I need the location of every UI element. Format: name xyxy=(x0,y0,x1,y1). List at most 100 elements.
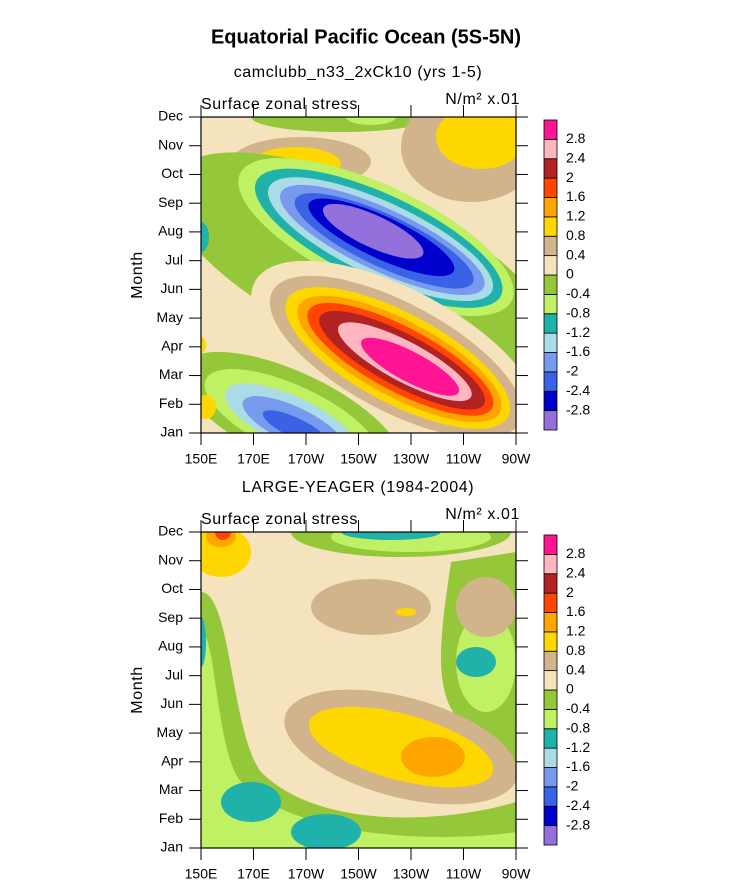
x-tick-label: 90W xyxy=(502,866,532,882)
colorbar-box xyxy=(543,650,558,672)
contour-region xyxy=(201,222,209,252)
x-tick-label: 90W xyxy=(502,451,532,467)
colorbar-box xyxy=(543,410,558,431)
contour-region xyxy=(221,782,281,822)
y-tick-label: Jan xyxy=(160,839,183,855)
x-tick-label: 110W xyxy=(446,451,482,467)
contour-region xyxy=(361,337,460,396)
colorbar-label: -2.4 xyxy=(566,382,590,398)
colorbar-box xyxy=(543,825,558,846)
y-tick-label: Feb xyxy=(159,810,183,826)
colorbar-box xyxy=(543,553,558,575)
contour-region xyxy=(201,632,516,848)
colorbar-label: 2 xyxy=(566,169,574,185)
colorbar-label: -0.8 xyxy=(566,719,590,735)
colorbar-box xyxy=(543,371,558,392)
contour-region xyxy=(396,608,416,616)
colorbar-box xyxy=(543,352,558,373)
y-tick-label: Oct xyxy=(161,165,183,181)
x-tick-label: 150W xyxy=(340,866,377,882)
y-tick-label: Aug xyxy=(158,223,183,239)
contour-region xyxy=(201,337,206,353)
colorbar-box xyxy=(543,177,558,198)
colorbar-box xyxy=(543,534,558,555)
x-tick-label: 150W xyxy=(340,451,377,467)
colorbar-box xyxy=(543,592,558,613)
colorbar-box xyxy=(543,670,558,691)
colorbar-label: -0.4 xyxy=(566,700,590,716)
colorbar-box xyxy=(543,689,558,710)
colorbar-label: 0.4 xyxy=(566,661,586,677)
colorbar-box xyxy=(543,255,558,276)
colorbar-box xyxy=(543,332,558,353)
contour-region xyxy=(436,117,516,169)
x-tick-label: 170E xyxy=(237,451,270,467)
colorbar-label: 1.6 xyxy=(566,603,586,619)
colorbar-box xyxy=(543,293,558,315)
contour-region xyxy=(215,532,231,540)
left-label: Surface zonal stress xyxy=(201,511,358,528)
colorbar-box xyxy=(543,216,558,237)
colorbar-label: -1.6 xyxy=(566,758,590,774)
colorbar-label: 0.8 xyxy=(566,227,586,243)
colorbar-label: -0.8 xyxy=(566,304,590,320)
contour-region xyxy=(262,410,327,433)
colorbar-label: 0.4 xyxy=(566,246,586,262)
x-tick-label: 170E xyxy=(237,866,270,882)
colorbar-box xyxy=(543,805,558,827)
y-tick-label: Sep xyxy=(158,194,183,210)
colorbar-box xyxy=(543,197,558,218)
colorbar-label: 2.4 xyxy=(566,564,586,580)
y-tick-label: Jul xyxy=(165,251,183,267)
y-tick-label: Mar xyxy=(159,781,183,797)
colorbar-box xyxy=(543,138,558,160)
colorbar-box xyxy=(543,158,558,179)
colorbar-box xyxy=(543,728,558,749)
contour-region xyxy=(401,737,465,777)
y-axis-label: Month xyxy=(129,251,146,298)
colorbar-label: 1.6 xyxy=(566,188,586,204)
contour-region xyxy=(456,647,496,677)
colorbar-label: 2.8 xyxy=(566,545,586,561)
right-label: N/m² x.01 xyxy=(445,506,520,523)
colorbar-label: -2 xyxy=(566,778,579,794)
colorbar-box xyxy=(543,747,558,768)
y-tick-label: May xyxy=(157,724,183,740)
colorbar-box xyxy=(543,767,558,788)
colorbar-label: -1.2 xyxy=(566,324,590,340)
x-tick-label: 130W xyxy=(393,866,430,882)
x-tick-label: 150E xyxy=(185,451,218,467)
colorbar-label: 0 xyxy=(566,266,574,282)
y-tick-label: Oct xyxy=(161,580,183,596)
left-label: Surface zonal stress xyxy=(201,96,358,113)
colorbar-box xyxy=(543,235,558,257)
y-tick-label: Jun xyxy=(160,695,183,711)
colorbar-label: -2.8 xyxy=(566,816,590,832)
colorbar-box xyxy=(543,708,558,730)
y-tick-label: Aug xyxy=(158,638,183,654)
colorbar-label: 1.2 xyxy=(566,623,586,639)
contour-field xyxy=(201,117,516,433)
colorbar-label: -2.8 xyxy=(566,401,590,417)
colorbar-box xyxy=(543,786,558,807)
y-tick-label: Nov xyxy=(158,551,183,567)
y-tick-label: Mar xyxy=(159,366,183,382)
y-tick-label: Dec xyxy=(158,108,183,124)
y-tick-label: Dec xyxy=(158,523,183,539)
colorbar-label: -1.6 xyxy=(566,343,590,359)
x-tick-label: 150E xyxy=(185,866,218,882)
contour-region xyxy=(456,577,516,637)
colorbar-label: 1.2 xyxy=(566,208,586,224)
y-axis-label: Month xyxy=(129,666,146,713)
contour-field xyxy=(201,532,516,848)
colorbar-label: -2.4 xyxy=(566,797,590,813)
colorbar-box xyxy=(543,390,558,412)
colorbar-label: 0.8 xyxy=(566,642,586,658)
colorbar-label: -1.2 xyxy=(566,739,590,755)
colorbar-label: 0 xyxy=(566,681,574,697)
colorbar-label: 2 xyxy=(566,584,574,600)
colorbar-box xyxy=(543,313,558,334)
contour-region xyxy=(311,579,431,635)
